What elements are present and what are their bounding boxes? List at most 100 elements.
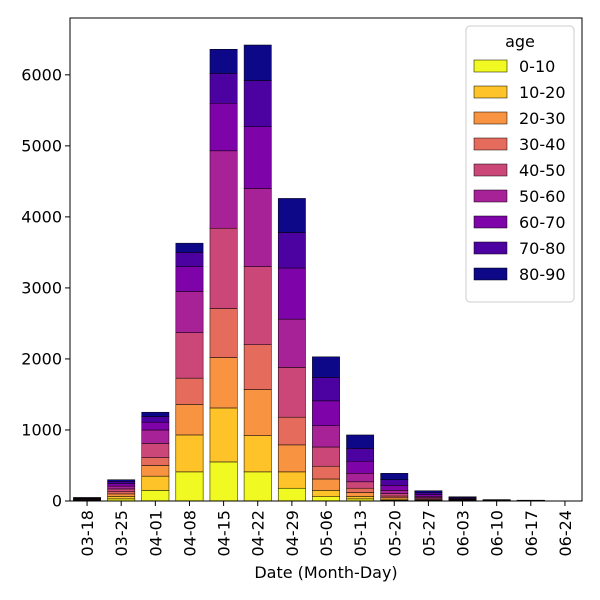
x-tick-label: 04-22 (249, 510, 268, 557)
bars-layer (73, 44, 545, 502)
bar-segment-04-15-50-60 (209, 150, 238, 229)
legend-label-20-30: 20-30 (519, 109, 566, 128)
bar-segment-05-06-50-60 (312, 425, 340, 448)
bar-segment-04-22-20-30 (243, 389, 272, 436)
bar-segment-04-29-0-10 (277, 487, 306, 502)
bar-segment-05-13-50-60 (346, 473, 375, 483)
bar-segment-05-06-10-20 (312, 490, 340, 497)
bar-segment-03-25-10-20 (107, 496, 136, 500)
bar-segment-06-03-80-90 (448, 496, 477, 498)
bar-segment-04-01-40-50 (141, 443, 170, 458)
bar-segment-04-08-20-30 (175, 404, 204, 436)
bar-segment-03-25-40-50 (107, 488, 136, 493)
y-tick-label: 2000 (21, 349, 62, 368)
y-tick-label: 6000 (21, 65, 62, 84)
legend-swatch-70-80 (473, 241, 508, 255)
y-tick-label: 3000 (21, 278, 62, 297)
bar-segment-04-29-40-50 (277, 367, 306, 418)
bar-segment-04-01-70-80 (141, 416, 170, 423)
bar-segment-05-06-80-90 (312, 356, 340, 378)
bar-segment-05-06-30-40 (312, 465, 340, 480)
bar-segment-05-13-10-20 (346, 496, 375, 500)
legend-swatch-0-10 (473, 59, 508, 73)
x-tick-label: 04-01 (146, 510, 165, 557)
bar-segment-04-15-0-10 (209, 461, 238, 502)
x-tick-label: 05-06 (317, 510, 336, 557)
bar-segment-05-13-60-70 (346, 460, 375, 474)
x-tick-label: 06-17 (522, 510, 541, 557)
bar-segment-05-13-20-30 (346, 492, 375, 497)
bar-segment-03-25-50-60 (107, 485, 136, 490)
legend-title: age (505, 32, 535, 51)
y-axis: 0 1000 2000 3000 4000 5000 6000 (21, 65, 70, 511)
bar-segment-03-25-80-90 (107, 479, 136, 482)
y-tick-label: 4000 (21, 207, 62, 226)
legend-label-10-20: 10-20 (519, 83, 566, 102)
bar-segment-05-06-0-10 (312, 496, 340, 502)
legend-swatch-10-20 (473, 85, 508, 99)
bar-segment-05-06-40-50 (312, 446, 340, 467)
x-tick-label: 06-10 (488, 510, 507, 557)
bar-segment-04-22-50-60 (243, 188, 272, 267)
bar-segment-04-22-30-40 (243, 344, 272, 390)
bar-segment-04-22-60-70 (243, 126, 272, 189)
bar-segment-05-20-60-70 (380, 485, 409, 491)
y-tick-label: 5000 (21, 136, 62, 155)
bar-segment-04-22-40-50 (243, 266, 272, 345)
bar-segment-04-01-10-20 (141, 475, 170, 491)
bar-segment-04-29-60-70 (277, 267, 306, 320)
bar-segment-03-25-30-40 (107, 491, 136, 495)
bar-segment-04-15-70-80 (209, 73, 238, 104)
legend-swatch-80-90 (473, 267, 508, 281)
bar-segment-05-20-50-60 (380, 490, 409, 494)
x-tick-label: 04-15 (215, 510, 234, 557)
bar-segment-04-15-80-90 (209, 49, 238, 74)
bar-segment-05-27-70-80 (414, 492, 443, 495)
bar-segment-04-01-60-70 (141, 421, 170, 431)
bar-segment-05-06-20-30 (312, 478, 340, 491)
bar-segment-05-20-40-50 (380, 493, 409, 497)
bar-segment-04-29-20-30 (277, 444, 306, 473)
bar-segment-04-08-10-20 (175, 434, 204, 473)
bar-segment-04-08-70-80 (175, 252, 204, 267)
legend-label-40-50: 40-50 (519, 161, 566, 180)
legend-label-50-60: 50-60 (519, 187, 566, 206)
legend-swatch-40-50 (473, 163, 508, 177)
bar-segment-05-20-80-90 (380, 473, 409, 480)
bar-segment-04-08-60-70 (175, 266, 204, 292)
legend-swatch-60-70 (473, 215, 508, 229)
bar-segment-05-06-70-80 (312, 377, 340, 402)
legend-label-30-40: 30-40 (519, 135, 566, 154)
legend-label-0-10: 0-10 (519, 57, 555, 76)
bar-segment-05-13-70-80 (346, 448, 375, 462)
bar-segment-04-29-80-90 (277, 198, 306, 233)
x-axis-label: Date (Month-Day) (254, 563, 397, 582)
bar-segment-05-13-30-40 (346, 487, 375, 493)
x-tick-label: 03-25 (112, 510, 131, 557)
x-tick-label: 06-24 (556, 510, 575, 557)
bar-segment-03-25-60-70 (107, 483, 136, 487)
legend-swatch-50-60 (473, 189, 508, 203)
bar-segment-04-22-0-10 (243, 471, 272, 502)
bar-segment-04-01-20-30 (141, 465, 170, 477)
x-tick-label: 04-29 (283, 510, 302, 557)
x-tick-label: 03-18 (78, 510, 97, 557)
bar-segment-04-29-50-60 (277, 318, 306, 368)
x-tick-label: 05-13 (351, 510, 370, 557)
legend-swatch-20-30 (473, 111, 508, 125)
legend-label-70-80: 70-80 (519, 239, 566, 258)
bar-segment-04-22-80-90 (243, 44, 272, 81)
y-tick-label: 1000 (21, 420, 62, 439)
bar-segment-04-08-40-50 (175, 332, 204, 379)
bar-segment-04-08-0-10 (175, 471, 204, 502)
bar-segment-04-01-80-90 (141, 411, 170, 417)
y-tick-label: 0 (52, 492, 62, 511)
legend-label-60-70: 60-70 (519, 213, 566, 232)
bar-segment-05-06-60-70 (312, 400, 340, 426)
bar-segment-05-13-80-90 (346, 434, 375, 449)
bar-segment-04-15-60-70 (209, 102, 238, 152)
bar-segment-04-29-70-80 (277, 232, 306, 269)
bar-segment-04-01-0-10 (141, 490, 170, 502)
bar-segment-05-13-40-50 (346, 481, 375, 489)
bar-segment-04-15-10-20 (209, 407, 238, 463)
